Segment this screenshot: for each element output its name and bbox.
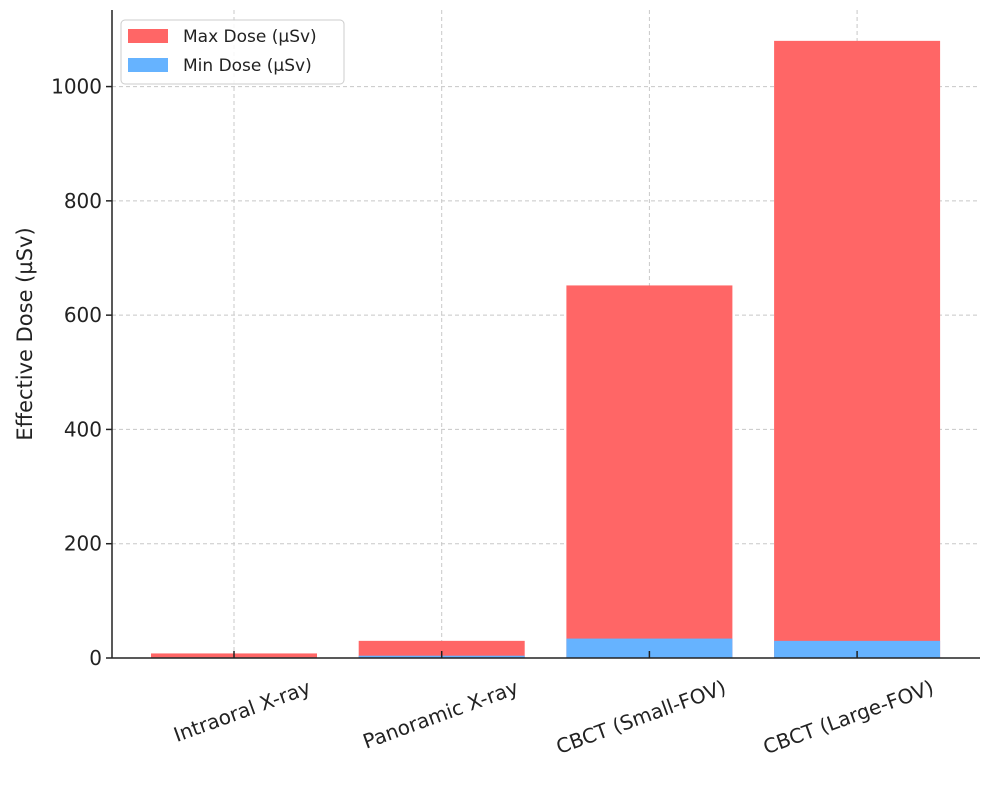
- bar-max-2: [566, 285, 733, 658]
- y-tick-label: 400: [64, 417, 102, 441]
- x-tick-label: Panoramic X-ray: [360, 675, 522, 754]
- x-tick-label: CBCT (Large-FOV): [760, 675, 937, 759]
- legend: Max Dose (µSv) Min Dose (µSv): [120, 19, 345, 85]
- legend-label: Max Dose (µSv): [183, 27, 317, 47]
- bar-max-3: [774, 40, 941, 659]
- y-tick-label: 200: [64, 532, 102, 556]
- x-tick-label: Intraoral X-ray: [170, 675, 313, 747]
- legend-box: [120, 19, 345, 85]
- y-tick-label: 0: [89, 646, 102, 670]
- bar-min-3: [774, 640, 941, 658]
- bar-min-2: [566, 638, 733, 658]
- legend-swatch: [128, 58, 168, 72]
- legend-label: Min Dose (µSv): [183, 56, 312, 76]
- legend-swatch: [128, 29, 168, 43]
- x-tick-label: CBCT (Small-FOV): [553, 675, 729, 759]
- y-tick-label: 600: [64, 303, 102, 327]
- axes: [106, 10, 980, 659]
- y-tick-label: 800: [64, 189, 102, 213]
- y-tick-label: 1000: [51, 75, 102, 99]
- bars: [151, 40, 941, 659]
- y-axis-label: Effective Dose (µSv): [13, 227, 37, 440]
- bar-max-1: [358, 640, 525, 658]
